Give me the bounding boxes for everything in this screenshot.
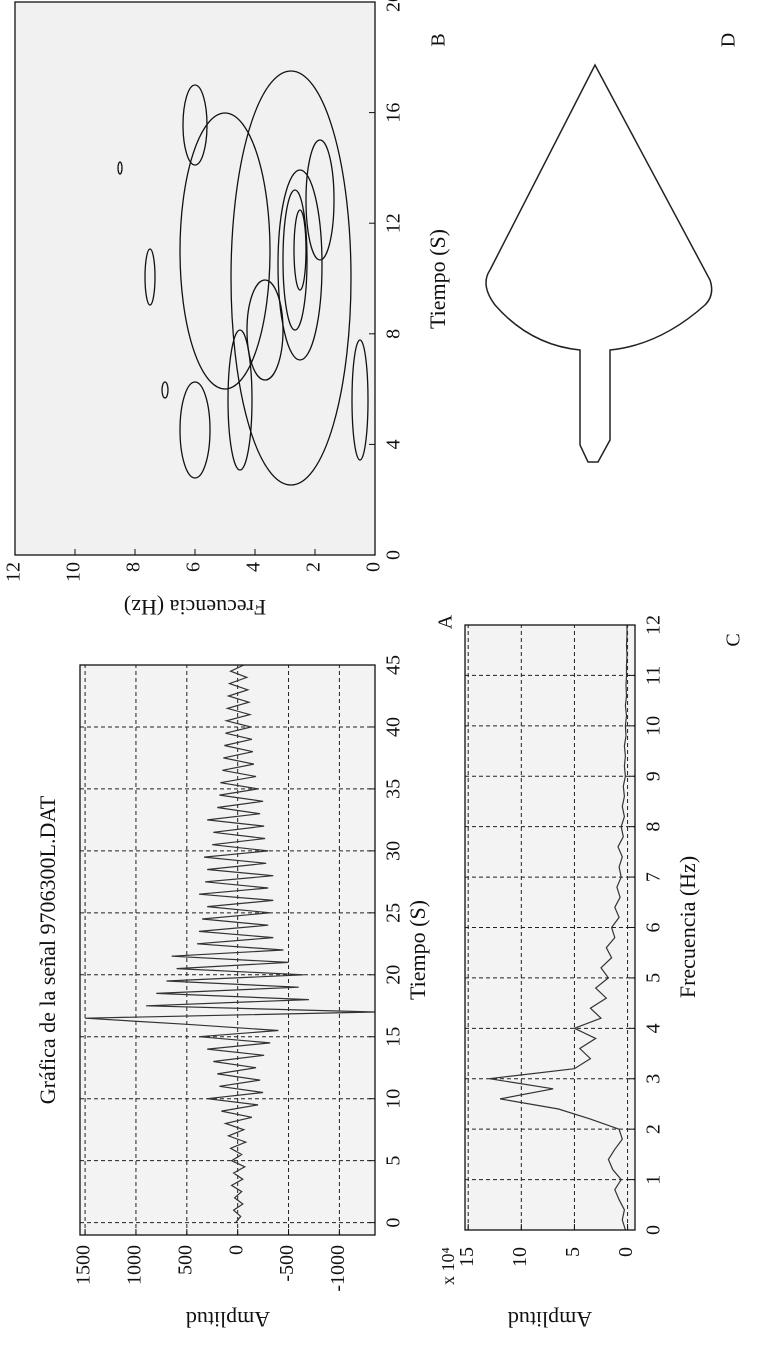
- panel-label: D: [718, 33, 740, 47]
- x-axis-label: Frecuencia (Hz): [675, 856, 700, 998]
- x-tick-label: 12: [643, 615, 665, 635]
- panel-label: B: [428, 33, 450, 46]
- contour: [161, 381, 169, 399]
- y-tick-label: 500: [174, 1245, 196, 1275]
- plot-area: [15, 2, 375, 555]
- panel-label: A: [435, 614, 457, 629]
- x-tick-label: 5: [643, 973, 665, 983]
- x-tick-label: 10: [643, 716, 665, 736]
- y-tick-label: 12: [3, 562, 25, 582]
- contour: [182, 84, 208, 166]
- x-tick-label: 9: [643, 771, 665, 781]
- chart-title: Gráfica de la señal 9706300L.DAT: [35, 795, 60, 1104]
- y-tick-label: 10: [63, 562, 85, 582]
- x-tick-label: 4: [383, 439, 405, 449]
- x-tick-label: 20: [383, 965, 405, 985]
- x-tick-label: 2: [643, 1124, 665, 1134]
- x-tick-label: 45: [383, 655, 405, 675]
- y-tick-label: -500: [276, 1245, 298, 1282]
- x-tick-label: 7: [643, 872, 665, 882]
- panel-label: C: [723, 633, 745, 646]
- x-tick-label: 10: [383, 1089, 405, 1109]
- tree-outline: [485, 63, 713, 463]
- contour: [351, 339, 369, 461]
- x-tick-label: 16: [383, 103, 405, 123]
- x-tick-label: 5: [383, 1156, 405, 1166]
- y-tick-label: 10: [509, 1247, 531, 1267]
- x-tick-label: 40: [383, 717, 405, 737]
- plot-frame: [79, 664, 376, 1236]
- contours: [117, 70, 369, 486]
- x-axis-label: Tiempo (S): [405, 900, 430, 1000]
- contour: [117, 161, 123, 175]
- plot-frame: [14, 1, 376, 556]
- y-tick-label: 0: [363, 562, 385, 572]
- y-tick-label: 0: [615, 1247, 637, 1257]
- contour: [179, 112, 271, 390]
- x-tick-label: 11: [643, 666, 665, 685]
- contour: [227, 329, 253, 471]
- series-line: [85, 664, 376, 1223]
- series-line: [489, 625, 628, 1231]
- x-tick-label: 8: [383, 329, 405, 339]
- y-tick-label: 5: [562, 1247, 584, 1257]
- x-tick-label: 6: [643, 923, 665, 933]
- contour: [277, 169, 323, 361]
- y-tick-label: -1000: [327, 1245, 349, 1292]
- x-tick-label: 35: [383, 779, 405, 799]
- x-tick-label: 15: [383, 1027, 405, 1047]
- contour: [282, 189, 308, 331]
- x-tick-label: 0: [383, 550, 405, 560]
- y-axis-label: Amplitud: [186, 1307, 270, 1332]
- x-axis-label: Tiempo (S): [425, 229, 450, 329]
- y-tick-label: 15: [456, 1247, 478, 1267]
- x-tick-label: 3: [643, 1074, 665, 1084]
- x-tick-label: 25: [383, 903, 405, 923]
- y-tick-label: 2: [303, 562, 325, 572]
- y-tick-label: 8: [123, 562, 145, 572]
- contour: [246, 279, 284, 381]
- y-axis-label: Frecuencia (Hz): [124, 595, 266, 620]
- x-tick-label: 8: [643, 822, 665, 832]
- y-axis-label: Amplitud: [508, 1307, 592, 1332]
- contour: [230, 70, 352, 486]
- y-tick-label: 0: [225, 1245, 247, 1255]
- contour: [179, 381, 211, 479]
- y-tick-label: 6: [183, 562, 205, 572]
- contour: [144, 248, 156, 306]
- y-tick-label: 1000: [124, 1245, 146, 1285]
- plot-frame: [464, 624, 636, 1231]
- y-tick-label: 4: [243, 562, 265, 572]
- x-tick-label: 30: [383, 841, 405, 861]
- x-tick-label: 20: [383, 0, 405, 12]
- contour: [293, 209, 307, 291]
- x-tick-label: 12: [383, 213, 405, 233]
- x-tick-label: 0: [643, 1225, 665, 1235]
- plot-area: [80, 665, 375, 1235]
- scale-label: x 10⁴: [438, 1247, 458, 1285]
- y-tick-label: 1500: [73, 1245, 95, 1285]
- x-tick-label: 0: [383, 1218, 405, 1228]
- x-tick-label: 4: [643, 1023, 665, 1033]
- contour: [305, 139, 335, 261]
- x-tick-label: 1: [643, 1175, 665, 1185]
